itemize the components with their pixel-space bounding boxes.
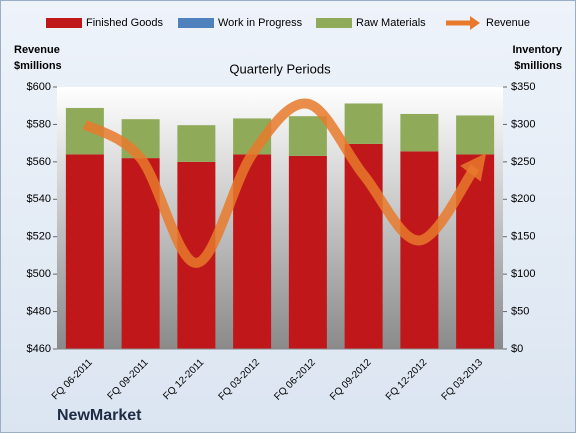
y2-tick-label: $300	[511, 118, 535, 130]
legend-label: Work in Progress	[218, 17, 303, 29]
legend-swatch	[46, 18, 82, 28]
legend-label: Finished Goods	[86, 17, 164, 29]
company-name: NewMarket	[57, 407, 142, 424]
y-tick-label: $520	[27, 231, 51, 243]
y2-tick-label: $150	[511, 231, 535, 243]
y-tick-label: $460	[27, 343, 51, 355]
bar-segment	[400, 113, 439, 152]
bar-segment	[65, 154, 104, 349]
bar-segment	[288, 155, 327, 349]
y-axis-label: Revenue $millions	[14, 44, 62, 72]
y-tick-label: $480	[27, 305, 51, 317]
y2-tick-label: $0	[511, 343, 523, 355]
legend: Finished Goods Work in Progress Raw Materi…	[46, 16, 530, 30]
y-tick-label: $540	[27, 193, 51, 205]
legend-label: Revenue	[486, 17, 530, 29]
y-tick-label: $560	[27, 156, 51, 168]
bar-segment	[400, 151, 439, 349]
y-tick-label: $600	[27, 81, 51, 93]
legend-swatch	[178, 18, 214, 28]
chart-title: Quarterly Periods	[229, 61, 331, 76]
y2-tick-label: $250	[511, 156, 535, 168]
bar-segment	[288, 116, 327, 156]
y2-tick-label: $350	[511, 81, 535, 93]
bar-segment	[344, 103, 383, 144]
y2-tick-label: $100	[511, 268, 535, 280]
axis-label-text: Revenue $millions	[14, 44, 62, 72]
bar-segment	[456, 115, 495, 155]
legend-label: Raw Materials	[356, 17, 426, 29]
legend-arrow	[470, 16, 480, 30]
bar-segment	[177, 125, 216, 162]
y2-tick-label: $50	[511, 305, 529, 317]
y2-tick-label: $200	[511, 193, 535, 205]
legend-swatch	[316, 18, 352, 28]
y2-axis-label: Inventory $millions	[512, 44, 562, 72]
revenue-line	[82, 98, 487, 268]
axis-label-text: Inventory $millions	[512, 44, 562, 72]
y-tick-label: $580	[27, 118, 51, 130]
y-tick-label: $500	[27, 268, 51, 280]
